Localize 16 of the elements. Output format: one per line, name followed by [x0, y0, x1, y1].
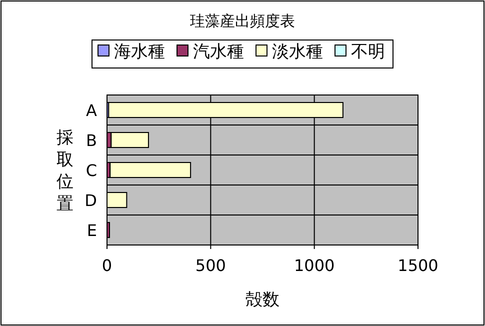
y-tick-label: A	[86, 101, 98, 120]
y-tick-label: D	[84, 191, 97, 210]
y-tick-label: B	[86, 131, 97, 150]
x-axis-title: 殻数	[246, 290, 280, 310]
y-axis-title: 採取位置	[56, 128, 74, 214]
x-tick-label: 1500	[398, 256, 438, 275]
chart-title: 珪藻産出頻度表	[190, 12, 295, 30]
y-tick-label: E	[86, 221, 97, 240]
x-tick-label: 1000	[294, 256, 335, 275]
x-tick-label: 0	[102, 256, 112, 275]
legend-label: 汽水種	[193, 42, 244, 62]
x-tick-label: 500	[195, 256, 226, 275]
legend-label: 淡水種	[272, 42, 323, 62]
legend-label: 不明	[351, 42, 385, 62]
y-tick-label: C	[86, 161, 97, 180]
legend-label: 海水種	[114, 42, 165, 62]
